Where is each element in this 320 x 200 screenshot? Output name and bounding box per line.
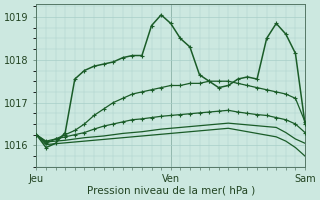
X-axis label: Pression niveau de la mer( hPa ): Pression niveau de la mer( hPa ) — [87, 186, 255, 196]
